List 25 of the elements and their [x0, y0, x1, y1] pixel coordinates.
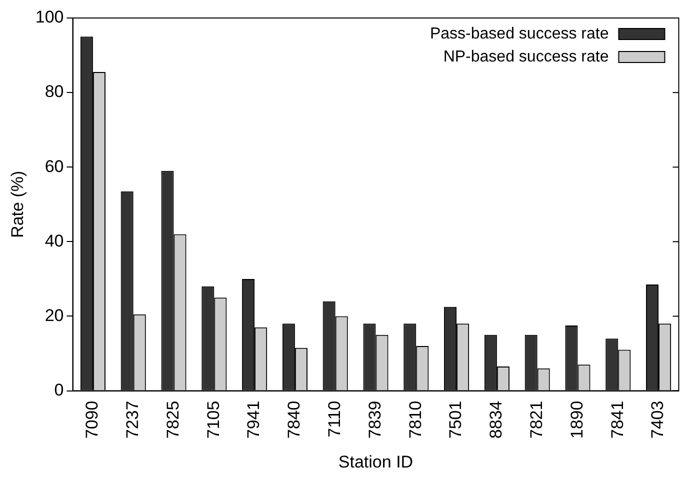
x-tick-label: 7105 — [204, 400, 223, 439]
legend-label: Pass-based success rate — [430, 25, 609, 42]
x-tick-label: 7841 — [608, 400, 627, 439]
x-tick-label: 7110 — [325, 400, 344, 438]
x-axis-title: Station ID — [338, 452, 414, 472]
y-tick-label: 100 — [35, 8, 64, 27]
y-tick-label: 0 — [54, 380, 64, 400]
x-tick-label: 7237 — [123, 400, 142, 439]
x-tick-label: 7941 — [244, 400, 264, 439]
x-tick-label: 7839 — [365, 400, 384, 439]
y-tick-label: 60 — [44, 156, 64, 176]
x-tick-label: 7840 — [284, 400, 304, 439]
x-tick-label: 7821 — [527, 400, 546, 439]
y-tick-label: 40 — [44, 231, 64, 250]
x-tick-label: 1890 — [567, 400, 586, 439]
y-tick-label: 20 — [44, 306, 64, 325]
legend-label: NP-based success rate — [443, 48, 609, 66]
x-tick-label: 7403 — [648, 400, 668, 439]
x-tick-label: 7810 — [406, 400, 425, 439]
x-tick-label: 8834 — [486, 400, 506, 439]
y-tick-label: 80 — [44, 82, 64, 102]
x-tick-label: 7090 — [82, 400, 102, 439]
x-tick-label: 7825 — [163, 400, 182, 439]
y-axis-title: Rate (%) — [8, 170, 27, 238]
x-tick-label: 7501 — [446, 400, 466, 439]
